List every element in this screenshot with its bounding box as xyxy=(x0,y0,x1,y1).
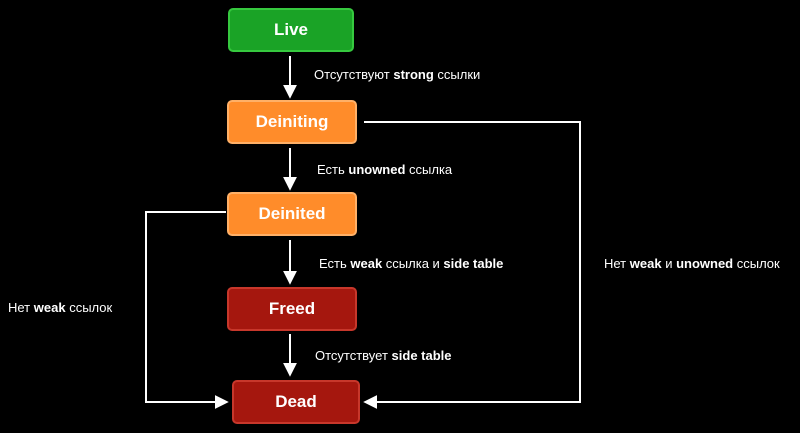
label-text: Есть xyxy=(317,162,349,177)
label-freed-to-dead: Отсутствует side table xyxy=(315,348,452,363)
label-live-to-deiniting: Отсутствуют strong ссылки xyxy=(314,67,480,82)
label-deiniting-to-dead: Нет weak и unowned ссылок xyxy=(604,256,780,271)
label-text: Нет xyxy=(8,300,34,315)
label-text: ссылок xyxy=(733,256,780,271)
label-text: и xyxy=(661,256,677,271)
arrow-deiniting-to-dead xyxy=(363,121,581,409)
label-bold: weak xyxy=(33,300,66,315)
state-live: Live xyxy=(228,8,354,52)
state-deinited: Deinited xyxy=(227,192,357,236)
label-text: ссылка и xyxy=(382,256,444,271)
arrow-deinited-to-dead xyxy=(145,211,229,409)
label-text: Отсутствует xyxy=(315,348,392,363)
label-text: ссылки xyxy=(433,67,481,82)
label-text: ссылок xyxy=(65,300,113,315)
label-deiniting-to-deinited: Есть unowned ссылка xyxy=(317,162,452,177)
label-bold: weak xyxy=(350,256,383,271)
label-deinited-to-dead: Нет weak ссылок xyxy=(8,300,112,315)
label-text: Нет xyxy=(604,256,630,271)
state-dead: Dead xyxy=(232,380,360,424)
label-text: Отсутствуют xyxy=(314,67,394,82)
state-deiniting: Deiniting xyxy=(227,100,357,144)
label-bold: side table xyxy=(391,348,452,363)
label-bold: side table xyxy=(443,256,504,271)
label-bold: weak xyxy=(629,256,662,271)
label-deinited-to-freed: Есть weak ссылка и side table xyxy=(319,256,503,271)
state-freed: Freed xyxy=(227,287,357,331)
label-bold: strong xyxy=(393,67,434,82)
label-bold: unowned xyxy=(676,256,734,271)
label-text: ссылка xyxy=(405,162,453,177)
label-text: Есть xyxy=(319,256,351,271)
label-bold: unowned xyxy=(348,162,406,177)
